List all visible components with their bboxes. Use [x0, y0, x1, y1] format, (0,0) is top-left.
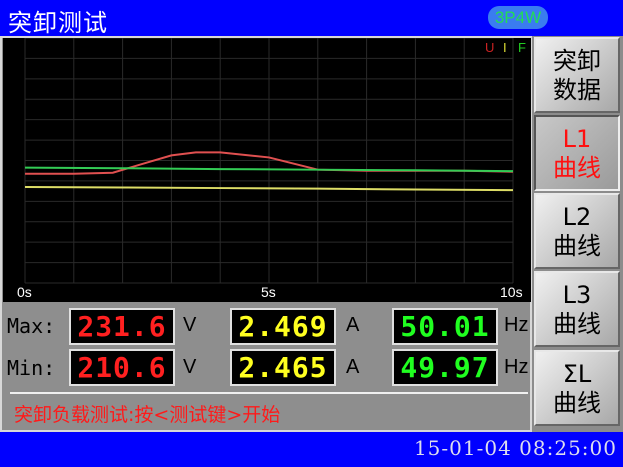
max-label: Max:	[7, 314, 56, 338]
button-label: 突卸	[553, 47, 601, 75]
min-frequency: 49.97	[392, 349, 498, 386]
chart-svg	[24, 37, 514, 284]
unit-v: V	[183, 314, 197, 336]
unit-v: V	[183, 356, 197, 378]
l3-curve-button[interactable]: L3 曲线	[534, 271, 620, 347]
sum-curve-button[interactable]: ΣL 曲线	[534, 350, 620, 426]
x-tick-10s: 10s	[500, 284, 523, 300]
legend-u: U	[485, 40, 495, 55]
button-label: 曲线	[553, 154, 601, 182]
button-label: L1	[562, 125, 592, 153]
legend-i: I	[503, 40, 507, 55]
datetime: 15-01-04 08:25:00	[413, 436, 617, 460]
button-label: L3	[562, 281, 592, 309]
l1-curve-button[interactable]: L1 曲线	[534, 115, 620, 191]
waveform-chart: U I F 0s 5s 10s	[3, 37, 531, 302]
button-label: 数据	[553, 76, 601, 104]
min-current: 2.465	[230, 349, 336, 386]
series-i-line	[24, 186, 514, 192]
wiring-mode-badge: 3P4W	[488, 6, 548, 29]
legend-f: F	[518, 40, 526, 55]
page-title: 突卸测试	[8, 9, 108, 37]
load-dump-data-button[interactable]: 突卸 数据	[534, 37, 620, 113]
series-f-line	[24, 166, 514, 173]
unit-hz: Hz	[504, 356, 529, 378]
unit-a: A	[346, 314, 360, 336]
button-label: 曲线	[553, 232, 601, 260]
unit-a: A	[346, 356, 360, 378]
unit-hz: Hz	[504, 314, 529, 336]
button-label: ΣL	[562, 360, 592, 388]
divider	[10, 392, 528, 394]
button-label: 曲线	[553, 389, 601, 417]
x-tick-0s: 0s	[17, 284, 32, 300]
title-bar: 突卸测试 3P4W	[0, 0, 623, 37]
max-current: 2.469	[230, 308, 336, 345]
button-label: L2	[562, 203, 592, 231]
status-bar: 15-01-04 08:25:00	[0, 432, 623, 467]
status-message: 突卸负载测试:按<测试键>开始	[14, 404, 281, 426]
max-frequency: 50.01	[392, 308, 498, 345]
min-label: Min:	[7, 356, 56, 380]
main-panel: U I F 0s 5s 10s Max: 231.6 V 2.469 A 50.…	[0, 36, 532, 432]
button-label: 曲线	[553, 310, 601, 338]
l2-curve-button[interactable]: L2 曲线	[534, 193, 620, 269]
min-voltage: 210.6	[69, 349, 175, 386]
max-voltage: 231.6	[69, 308, 175, 345]
x-tick-5s: 5s	[261, 284, 276, 300]
